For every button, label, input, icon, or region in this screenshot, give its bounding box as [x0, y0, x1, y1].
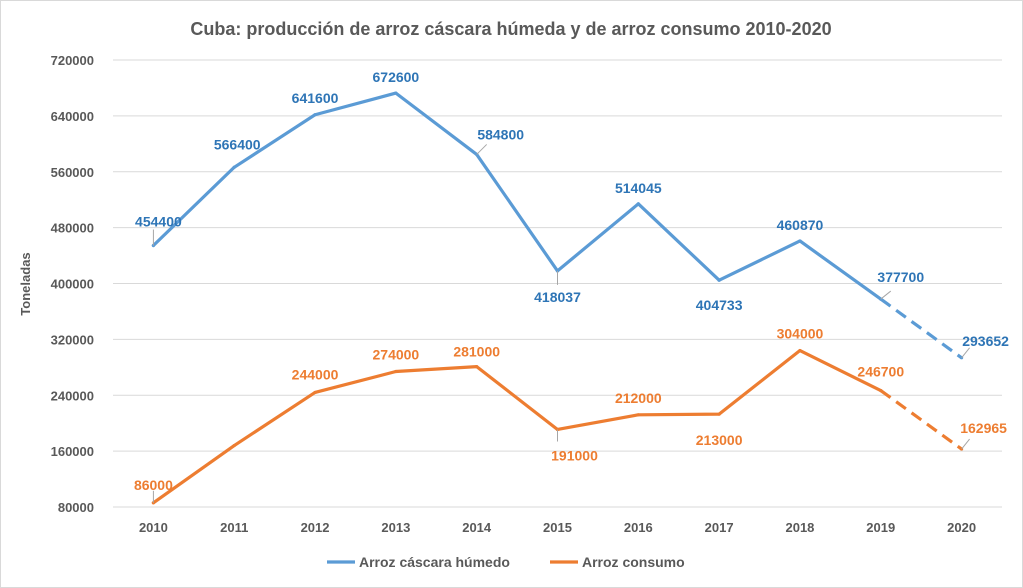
data-point: [313, 113, 317, 117]
y-tick-label: 240000: [51, 388, 94, 403]
x-tick-label: 2017: [705, 520, 734, 535]
data-point: [636, 202, 640, 206]
data-label: 244000: [292, 366, 339, 382]
legend-label: Arroz cáscara húmedo: [359, 554, 510, 570]
y-axis-title: Toneladas: [18, 252, 33, 315]
x-tick-label: 2019: [866, 520, 895, 535]
data-point: [636, 413, 640, 417]
data-label: 377700: [877, 269, 924, 285]
series-line-projection: [879, 297, 963, 360]
series-line: [151, 91, 883, 301]
data-point: [717, 278, 721, 282]
data-point: [879, 388, 883, 393]
data-label: 566400: [214, 136, 261, 152]
chart-title: Cuba: producción de arroz cáscara húmeda…: [190, 19, 831, 39]
series-line-projection: [879, 389, 963, 451]
legend: Arroz cáscara húmedo Arroz consumo: [327, 554, 685, 570]
data-point: [475, 365, 479, 369]
label-leader-line: [961, 347, 970, 359]
data-label: 641600: [292, 90, 339, 106]
x-axis-ticks: 2010 2011 2012 2013 2014 2015 2016 2017 2018 2019…: [139, 520, 976, 535]
data-label: 514045: [615, 180, 662, 196]
x-tick-label: 2020: [947, 520, 976, 535]
data-label: 162965: [960, 420, 1007, 436]
data-label: 212000: [615, 390, 662, 406]
y-tick-label: 400000: [51, 277, 94, 292]
data-point: [798, 348, 802, 353]
data-label: 418037: [534, 289, 581, 305]
data-label: 404733: [696, 297, 743, 313]
data-point: [232, 165, 236, 169]
data-point: [394, 91, 398, 95]
series-line: [151, 348, 883, 505]
x-tick-label: 2010: [139, 520, 168, 535]
x-tick-label: 2015: [543, 520, 572, 535]
x-tick-label: 2016: [624, 520, 653, 535]
data-label: 281000: [453, 344, 500, 360]
label-leader-line: [476, 144, 488, 155]
label-leader-line: [880, 290, 892, 300]
data-label: 584800: [477, 126, 524, 142]
y-tick-label: 640000: [51, 109, 94, 124]
data-label: 672600: [373, 69, 420, 85]
series-lines: [151, 91, 964, 505]
data-label: 304000: [777, 326, 824, 342]
data-point: [798, 239, 802, 243]
x-tick-label: 2012: [301, 520, 330, 535]
y-tick-label: 720000: [51, 53, 94, 68]
data-label: 86000: [134, 477, 173, 493]
data-point: [313, 390, 317, 395]
x-tick-label: 2014: [462, 520, 492, 535]
data-label: 293652: [962, 333, 1009, 349]
x-tick-label: 2013: [381, 520, 410, 535]
y-tick-label: 560000: [51, 165, 94, 180]
data-labels: 454400 566400 641600 672600 584800 418037 5140…: [134, 69, 1009, 503]
y-tick-label: 480000: [51, 221, 94, 236]
data-label: 274000: [373, 347, 420, 363]
y-tick-label: 320000: [51, 332, 94, 347]
x-tick-label: 2011: [220, 520, 248, 535]
label-leader-line: [961, 438, 970, 450]
y-tick-label: 160000: [51, 444, 94, 459]
data-label: 246700: [857, 364, 904, 380]
data-point: [232, 443, 236, 448]
y-axis-ticks: 80000 160000 240000 320000 400000 480000 56000…: [51, 53, 94, 515]
y-tick-label: 80000: [58, 500, 94, 515]
data-point: [394, 369, 398, 374]
data-label: 460870: [777, 217, 824, 233]
data-label: 454400: [135, 214, 182, 230]
legend-label: Arroz consumo: [582, 554, 685, 570]
data-label: 213000: [696, 432, 743, 448]
data-point: [717, 412, 721, 416]
data-label: 191000: [551, 447, 598, 463]
x-tick-label: 2018: [785, 520, 814, 535]
